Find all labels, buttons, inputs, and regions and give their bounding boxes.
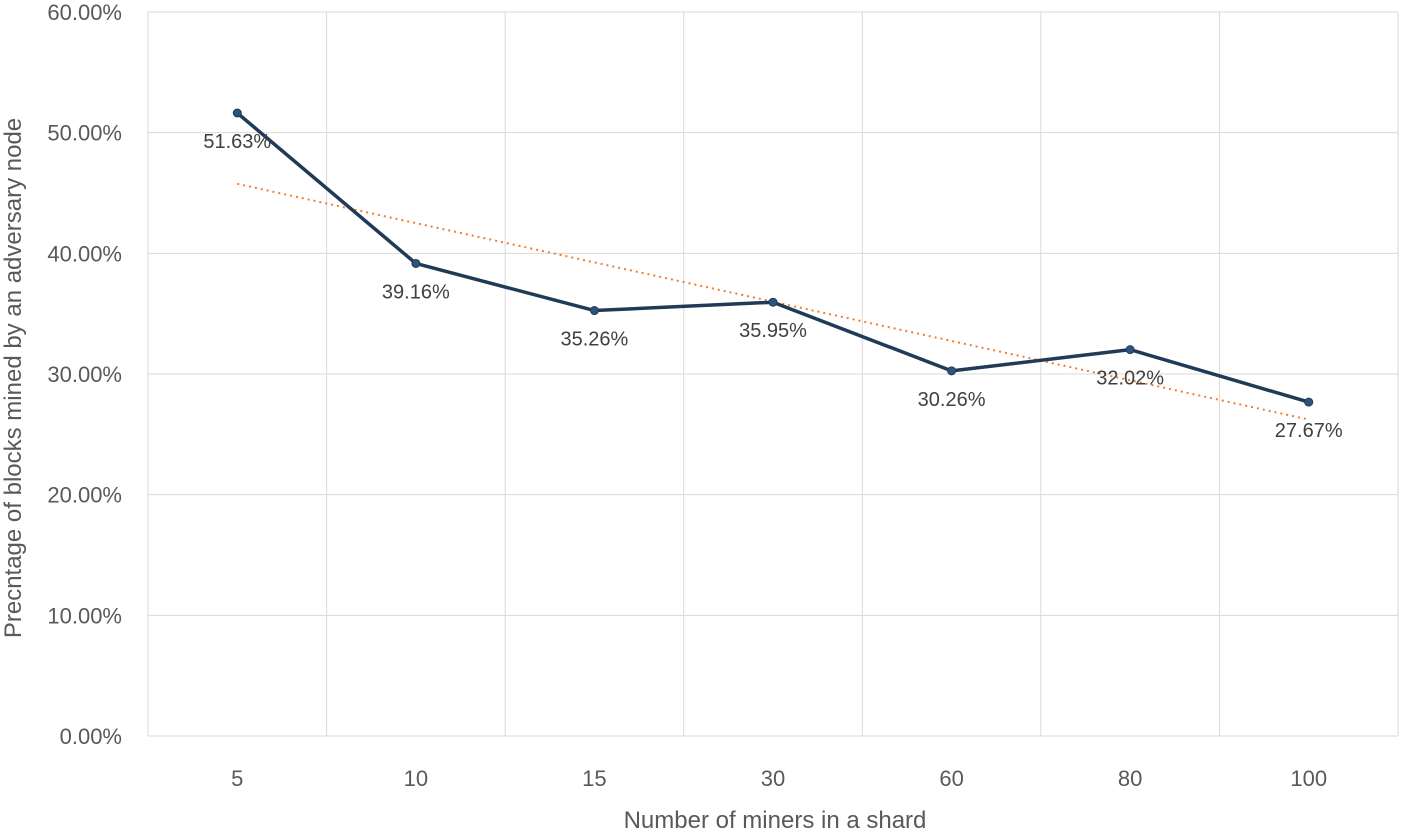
x-axis-ticks: 5 10 15 30 60 80 100: [231, 766, 1327, 791]
y-tick-label: 40.00%: [47, 241, 122, 266]
data-point: [768, 297, 778, 307]
data-point: [411, 258, 421, 268]
x-tick-label: 100: [1290, 766, 1327, 791]
data-point: [1304, 397, 1314, 407]
series-line: [236, 111, 1310, 404]
x-tick-label: 60: [939, 766, 963, 791]
data-label: 35.95%: [739, 320, 807, 342]
series-group: [232, 108, 1314, 407]
data-label: 51.63%: [203, 131, 271, 153]
data-label: 30.26%: [918, 389, 986, 411]
x-tick-label: 30: [761, 766, 785, 791]
y-tick-label: 50.00%: [47, 121, 122, 146]
data-point: [232, 108, 242, 118]
data-label: 35.26%: [561, 329, 629, 351]
x-tick-label: 80: [1118, 766, 1142, 791]
data-label: 27.67%: [1275, 420, 1343, 442]
y-axis-ticks: 0.00% 10.00% 20.00% 30.00% 40.00% 50.00% 60.00…: [47, 0, 122, 749]
x-tick-label: 10: [404, 766, 428, 791]
x-tick-label: 15: [582, 766, 606, 791]
data-point: [947, 366, 957, 376]
data-label: 39.16%: [382, 281, 450, 303]
y-tick-label: 60.00%: [47, 0, 122, 25]
x-tick-label: 5: [231, 766, 243, 791]
y-tick-label: 10.00%: [47, 603, 122, 628]
data-label: 32.02%: [1096, 368, 1164, 390]
y-tick-label: 30.00%: [47, 362, 122, 387]
data-labels: 51.63% 39.16% 35.26% 35.95% 30.26% 32.02% 27.6…: [203, 131, 1342, 442]
y-axis-title: Precntage of blocks mined by an adversar…: [0, 118, 27, 638]
grid-lines: [147, 11, 1399, 737]
y-tick-label: 0.00%: [60, 724, 122, 749]
data-point: [589, 306, 599, 316]
data-point: [1125, 345, 1135, 355]
x-axis-title: Number of miners in a shard: [624, 807, 927, 834]
y-tick-label: 20.00%: [47, 483, 122, 508]
